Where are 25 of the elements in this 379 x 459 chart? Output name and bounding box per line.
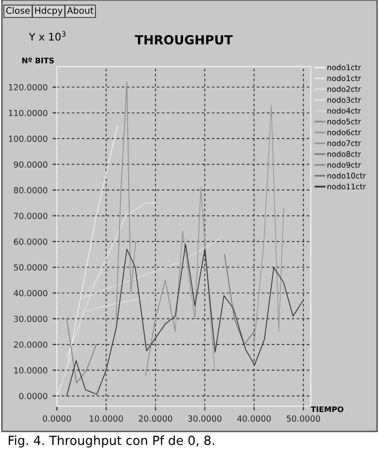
x-tick-label: 20.0000: [138, 415, 172, 422]
y-tick-label: 90.0000: [14, 161, 48, 168]
y-tick-label: 110.0000: [8, 110, 48, 116]
x-tick-label: 40.0000: [237, 415, 271, 422]
y-tick-label: 0.0000: [19, 392, 48, 400]
y-tick-label: 20.0000: [14, 341, 48, 348]
x-tick-label: 10.0000: [90, 415, 123, 422]
y-tick-label: 80.0000: [14, 187, 48, 194]
text: Hdcpy: [35, 6, 63, 16]
y-tick-label: 120.0000: [8, 84, 48, 90]
caption: Fig. 4. Throughput con Pf de 0, 8.: [8, 435, 214, 448]
y-tick-label: 30.0000: [14, 316, 48, 322]
y2-axis-title: Y x 10$^{3}$: [28, 31, 66, 41]
text: Close: [6, 6, 30, 14]
text: About: [67, 6, 94, 14]
chart-title: THROUGHPUT: [134, 35, 233, 45]
x-tick-label: 50.0000: [286, 415, 320, 422]
y-tick-label: 10.0000: [14, 367, 48, 374]
x-tick-label: 0.0000: [42, 415, 71, 422]
x-tick-label: 30.0000: [188, 415, 222, 422]
y-tick-label: 50.0000: [14, 264, 48, 271]
y-tick-label: 60.0000: [14, 238, 48, 245]
y-tick-label: 70.0000: [14, 212, 48, 220]
y-tick-label: 40.0000: [14, 290, 48, 296]
y-tick-label: 100.0000: [8, 136, 48, 142]
